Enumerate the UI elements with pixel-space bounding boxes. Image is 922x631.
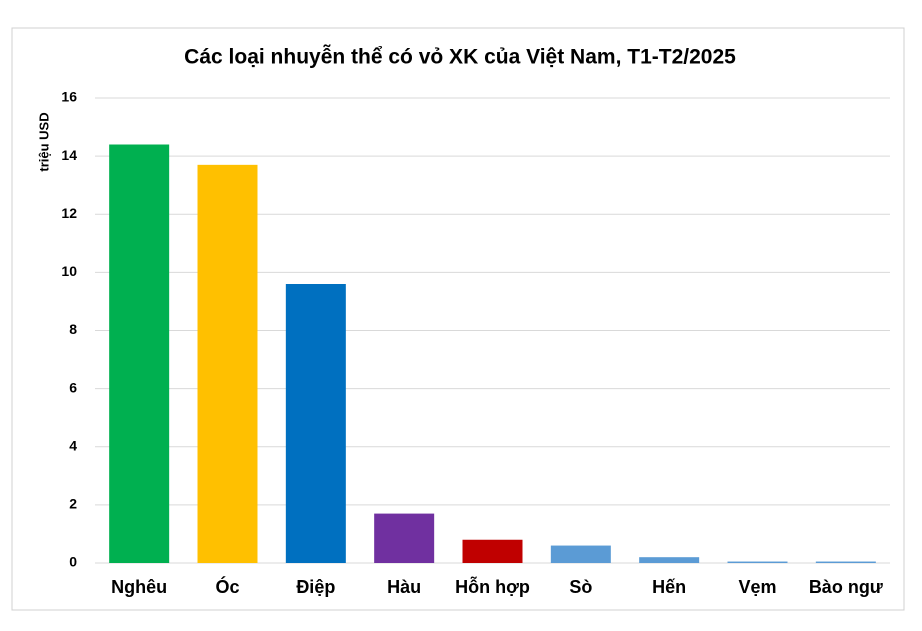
x-tick-label: Sò	[569, 577, 592, 597]
y-tick-label: 6	[69, 379, 77, 395]
bar	[550, 545, 611, 563]
x-tick-label: Óc	[215, 576, 239, 597]
x-tick-label: Hến	[652, 577, 686, 597]
y-tick-label: 12	[61, 205, 77, 221]
x-tick-label: Nghêu	[111, 577, 167, 597]
chart-title: Các loại nhuyễn thể có vỏ XK của Việt Na…	[184, 45, 736, 69]
y-tick-label: 8	[69, 321, 77, 337]
bar	[374, 513, 435, 563]
bar	[815, 561, 876, 563]
y-tick-label: 4	[69, 437, 77, 453]
bar	[727, 561, 788, 563]
x-tick-label: Điệp	[296, 577, 335, 597]
bar	[197, 164, 258, 563]
y-tick-label: 14	[61, 147, 77, 163]
y-tick-label: 0	[69, 554, 77, 570]
y-axis-label: triệu USD	[36, 112, 51, 171]
x-tick-label: Hàu	[387, 577, 421, 597]
x-tick-label: Bào ngư	[809, 577, 884, 597]
bar	[462, 539, 523, 563]
bar	[285, 284, 346, 563]
x-tick-label: Vẹm	[738, 577, 776, 597]
x-tick-label: Hỗn hợp	[455, 576, 530, 597]
bar	[109, 144, 170, 563]
bar	[639, 557, 700, 563]
y-tick-label: 2	[69, 496, 77, 512]
y-tick-label: 10	[61, 263, 77, 279]
y-tick-label: 16	[61, 89, 77, 105]
